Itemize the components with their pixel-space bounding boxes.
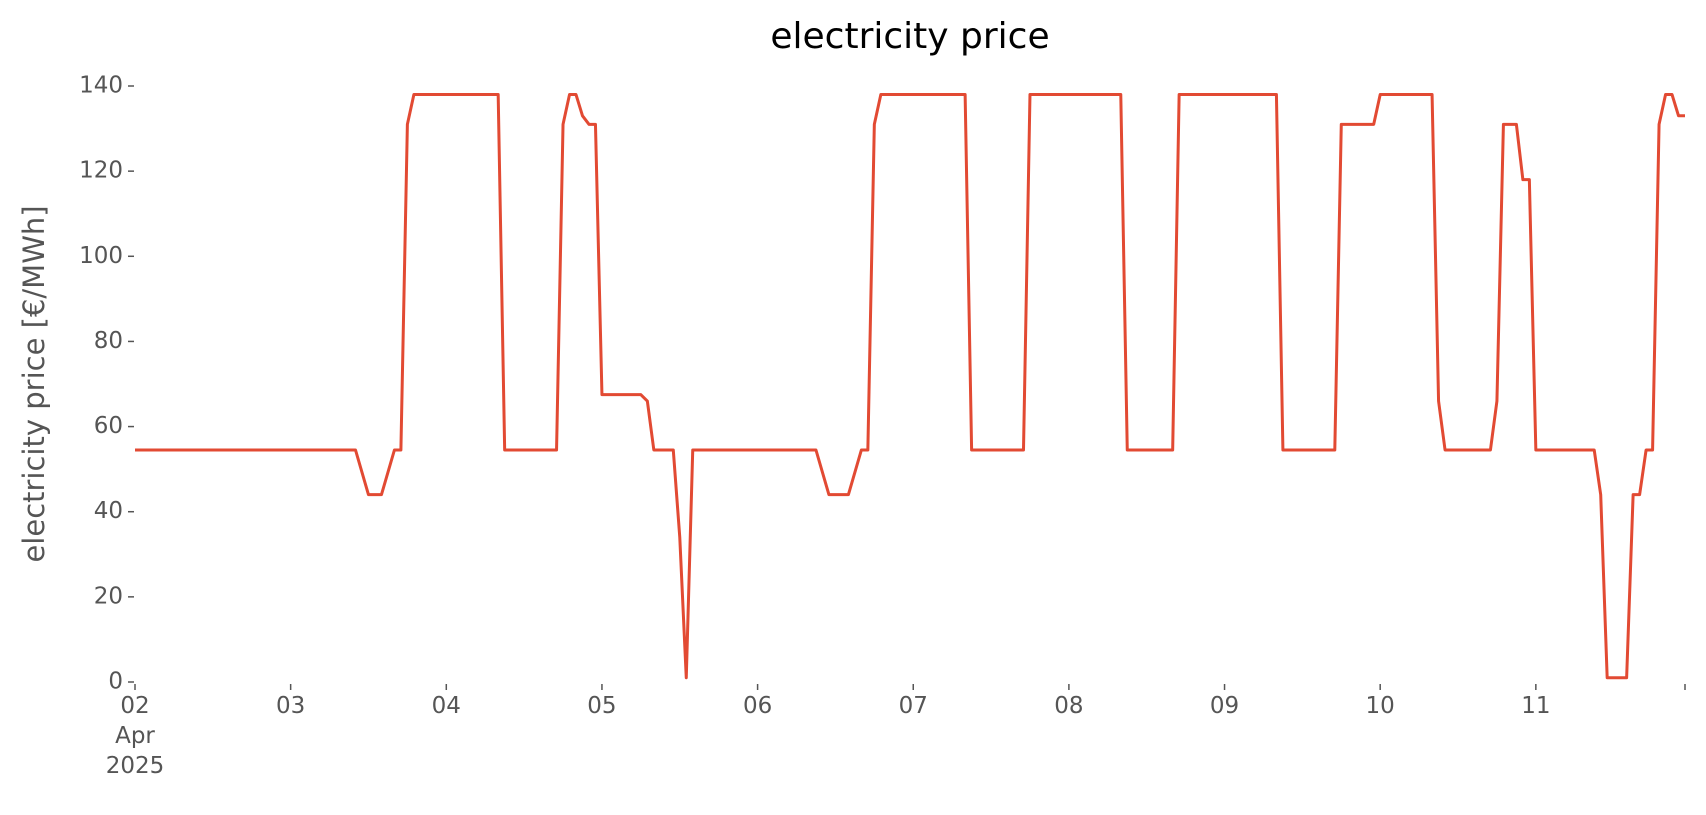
x-tick-label: 03	[276, 693, 305, 719]
x-tick-label: 09	[1210, 693, 1239, 719]
x-tick-label: 07	[899, 693, 928, 719]
y-tick-label: 80	[94, 328, 123, 354]
y-tick-label: 60	[94, 413, 123, 439]
chart-title: electricity price	[770, 16, 1049, 57]
y-tick-label: 40	[94, 498, 123, 524]
x-tick-label: 08	[1054, 693, 1083, 719]
y-tick-label: 0	[108, 669, 123, 695]
price-line	[135, 93, 1685, 680]
y-tick-label: 120	[79, 158, 123, 184]
x-tick-label: 06	[743, 693, 772, 719]
x-tick-label: 11	[1521, 693, 1550, 719]
x-tick-label: 04	[432, 693, 461, 719]
y-tick-label: 100	[79, 243, 123, 269]
x-tick-label: 05	[587, 693, 616, 719]
y-tick-label: 20	[94, 583, 123, 609]
y-tick-label: 140	[79, 73, 123, 99]
x-tick-label: 02 Apr 2025	[106, 693, 165, 779]
x-tick-label: 10	[1366, 693, 1395, 719]
y-axis-label: electricity price [€/MWh]	[17, 205, 51, 562]
